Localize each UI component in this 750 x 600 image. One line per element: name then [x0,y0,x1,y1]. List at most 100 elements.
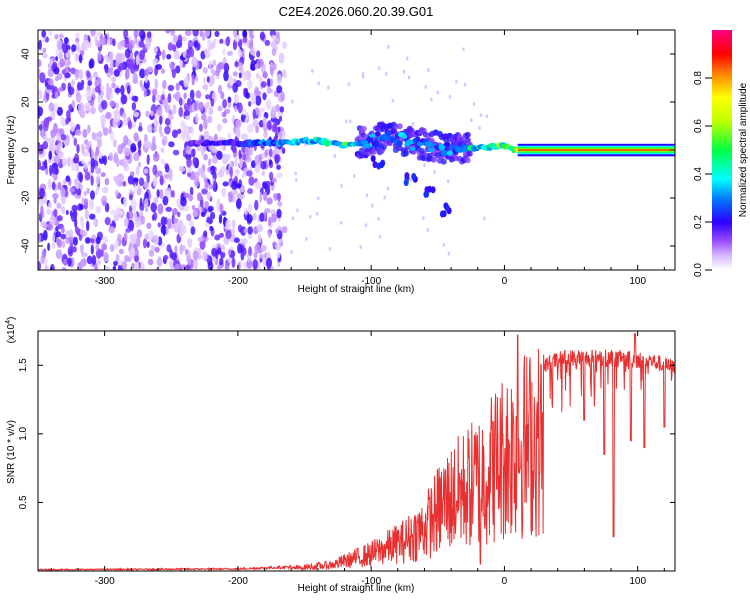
noise-blob [246,214,253,224]
noise-blob [254,181,262,189]
noise-blob [68,86,75,95]
noise-blob [165,206,172,212]
noise-blob [123,232,128,241]
noise-blob [159,174,164,186]
noise-blob [462,47,465,52]
noise-blob [215,70,220,77]
noise-blob [222,118,228,124]
noise-blob [232,39,238,51]
noise-blob [248,176,255,186]
colorbar-label: Normalized spectral amplitude [738,82,749,217]
x-tick-label: 100 [629,576,646,587]
noise-blob [179,244,184,255]
noise-blob [183,92,187,100]
noise-blob [179,97,183,106]
noise-blob [186,167,193,173]
y-tick-label: 0 [21,147,32,153]
noise-blob [96,31,101,37]
noise-blob [90,190,95,200]
noise-blob [90,157,96,168]
noise-blob [105,111,112,120]
noise-blob [243,262,248,270]
noise-blob [260,160,267,170]
noise-blob [347,82,351,87]
noise-blob [222,48,226,56]
descending-branch-blob [439,210,445,218]
noise-blob [353,174,356,178]
noise-blob [122,161,129,168]
noise-blob [383,195,387,200]
noise-blob [42,122,49,132]
noise-blob [133,111,140,118]
noise-blob [68,229,74,238]
noise-blob [50,263,55,270]
noise-blob [311,68,314,73]
noise-blob [222,181,229,187]
noise-blob [243,228,248,234]
noise-blob [165,30,171,34]
noise-blob [108,152,114,162]
noise-blob [56,238,63,248]
noise-blob [160,158,165,165]
noise-blob [146,154,150,166]
noise-blob [427,68,430,73]
noise-blob [152,93,156,103]
snr-y-ticks: 0.5 1.0 1.5 [18,358,675,509]
noise-blob [202,84,209,90]
noise-blob [316,196,320,201]
noise-blob [55,226,59,232]
noise-blob [172,93,179,100]
noise-blob [272,241,277,248]
noise-blob [127,175,135,185]
noise-blob [81,252,88,258]
snr-x-label: Height of straight line (km) [298,583,415,594]
noise-blob [214,30,220,37]
y-tick-label: 0.5 [18,495,29,509]
noise-blob [106,82,110,94]
noise-blob [79,172,83,183]
noise-blob [44,159,48,169]
noise-blob [231,180,238,190]
noise-blob [123,135,129,146]
noise-blob [130,143,137,153]
noise-blob [93,71,98,79]
noise-blob [102,186,109,194]
noise-blob [218,214,223,224]
noise-blob [56,202,62,209]
noise-blob [95,244,99,251]
noise-blob [233,93,239,105]
noise-blob [47,242,51,252]
noise-blob [242,108,247,116]
noise-blob [223,70,229,82]
noise-blob [80,219,85,229]
noise-blob [212,69,216,76]
noise-blob [204,200,210,210]
noise-blob [385,71,388,76]
noise-blob [95,175,101,186]
noise-blob [485,114,489,119]
noise-blob [56,38,63,50]
carrier-halo-blob [402,150,409,157]
noise-blob [214,234,221,241]
noise-blob [188,219,194,227]
noise-blob [232,82,239,93]
colorbar-ticks: 0.0 0.2 0.4 0.6 0.8 [693,71,712,277]
noise-blob [275,228,279,235]
noise-blob [71,99,76,109]
noise-blob [85,90,92,102]
noise-blob [276,164,281,170]
snr-frame [37,330,676,572]
noise-blob [159,115,163,125]
noise-blob [242,71,248,82]
noise-blob [44,266,50,270]
noise-blob [56,106,63,116]
noise-blob [207,115,212,123]
noise-blob [118,248,124,255]
noise-blob [201,188,208,195]
noise-blob [114,175,121,186]
noise-blob [100,248,104,257]
noise-blob [225,219,232,231]
noise-blob [61,69,67,75]
noise-blob [57,182,62,191]
noise-blob [265,99,272,110]
